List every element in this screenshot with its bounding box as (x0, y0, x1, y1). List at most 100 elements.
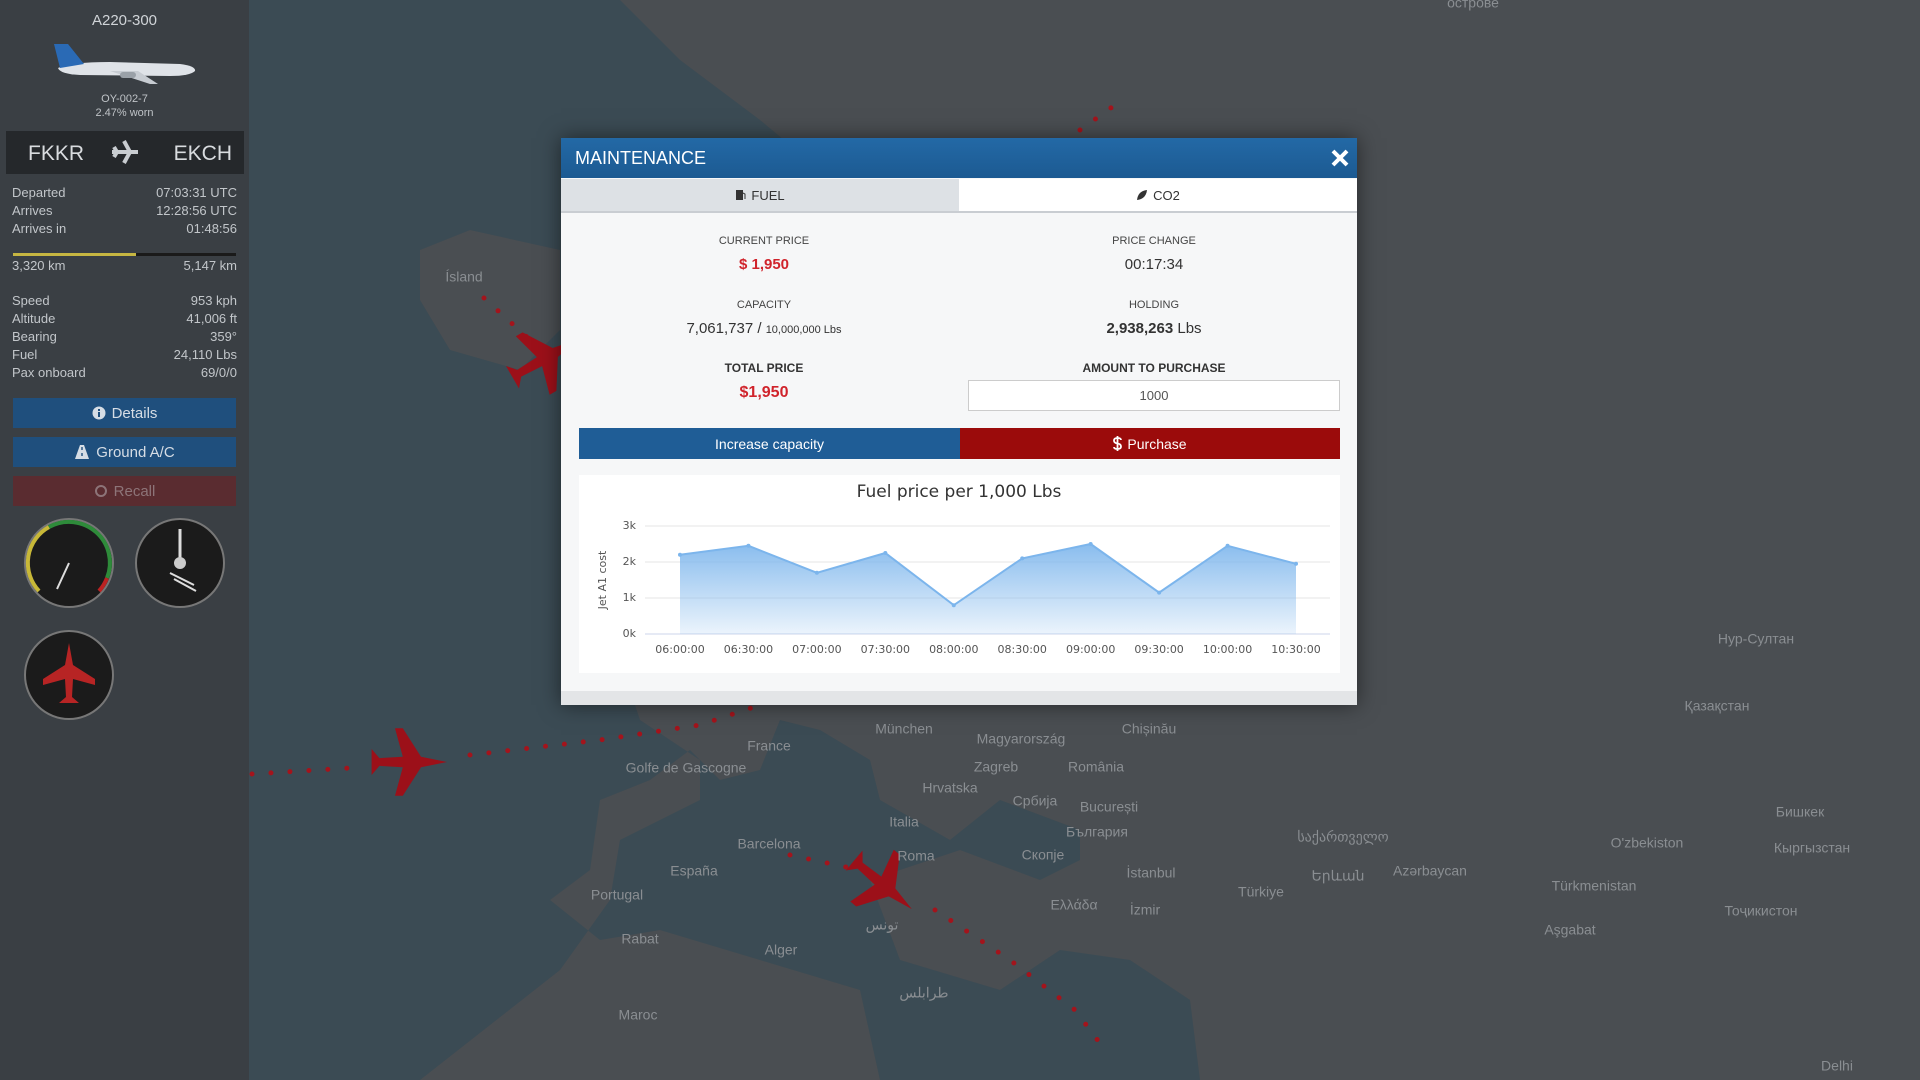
instrument-gauges (24, 518, 225, 720)
map-label: România (1068, 759, 1124, 775)
map-label: острове (1447, 0, 1499, 11)
co2-tab[interactable]: CO2 (959, 179, 1357, 211)
point (746, 543, 751, 548)
label: Details (111, 404, 158, 422)
aircraft-model: A220-300 (91, 12, 158, 29)
row-value: 953 kph (190, 293, 237, 308)
row-label: Departed (12, 185, 66, 200)
map-label: Ísland (445, 269, 482, 285)
modal-title: MAINTENANCE (575, 148, 707, 168)
fuel-icon (736, 190, 746, 200)
map-label: Երևան (1312, 868, 1365, 884)
distance-flown: 3,320 km (12, 258, 66, 273)
amount-label: AMOUNT TO PURCHASE (1082, 361, 1226, 375)
maintenance-modal: MAINTENANCE FUEL CO2 CURRENT PRICE $ 1,9… (561, 138, 1357, 705)
point (1088, 542, 1093, 546)
map-label: Кыргызстан (1774, 840, 1850, 856)
map-label: България (1066, 824, 1128, 840)
map-label: Rabat (621, 931, 658, 947)
plane-icon (112, 140, 138, 164)
holding: 2,938,263 Lbs (1004, 320, 1304, 337)
distance-total: 5,147 km (183, 258, 237, 273)
progress-fill (13, 253, 136, 256)
capacity: 7,061,737 / 10,000,000 Lbs (614, 320, 914, 337)
row-label: Arrives in (12, 221, 67, 236)
current-price-label: CURRENT PRICE (718, 235, 810, 247)
y-tick-label: 1k (623, 591, 637, 604)
row-value: 24,110 Lbs (173, 347, 237, 362)
wear: 2.47% worn (95, 107, 154, 119)
map-label: Magyarország (977, 731, 1066, 747)
aircraft-image (54, 44, 196, 84)
fuel-tab[interactable]: FUEL (561, 179, 959, 211)
map-label: تونس (866, 917, 899, 934)
map-label: München (875, 721, 933, 737)
aircraft (505, 332, 578, 395)
point (1020, 556, 1025, 561)
map-label: Barcelona (737, 836, 800, 852)
refresh-icon (94, 485, 107, 497)
capacity-max: 10,000,000 Lbs (765, 324, 842, 336)
total-price-label: TOTAL PRICE (724, 361, 804, 375)
row-value: 07:03:31 UTC (156, 185, 237, 200)
point (951, 603, 956, 608)
current-price: $ 1,950 (738, 256, 790, 273)
map-label: Golfe de Gascogne (626, 760, 747, 776)
row-label: Bearing (12, 329, 57, 344)
point (883, 551, 888, 555)
increase-capacity-button[interactable]: Increase capacity (579, 428, 960, 459)
aircraft (845, 849, 912, 910)
x-tick-label: 07:30:00 (861, 643, 910, 656)
map-labels: острове Ísland France München Magyarország Za… (445, 0, 1853, 1074)
ground-button[interactable]: Ground A/C (13, 437, 236, 467)
map-label: Delhi (1821, 1058, 1853, 1074)
fuel-price-chart: Fuel price per 1,000 Lbs Jet A1 cost 0k 1… (579, 475, 1340, 673)
details-button[interactable]: Details (13, 398, 236, 428)
amount-input[interactable]: 1000 (968, 380, 1340, 411)
point (1294, 561, 1298, 566)
recall-button[interactable]: Recall (13, 476, 236, 506)
price-change: 00:17:34 (1124, 256, 1184, 273)
info-icon (92, 406, 106, 420)
x-tick-label: 09:30:00 (1134, 643, 1183, 656)
holding-unit: Lbs (1177, 320, 1202, 337)
x-tick-label: 10:00:00 (1203, 643, 1252, 656)
holding-value: 2,938,263 (1106, 320, 1174, 337)
road-icon (75, 445, 90, 459)
info-row: Departed 07:03:31 UTC (12, 185, 237, 202)
map-label: Србија (1013, 793, 1058, 809)
purchase-button[interactable]: Purchase (960, 428, 1340, 459)
area-line (679, 542, 1297, 607)
close-button[interactable] (1331, 149, 1349, 167)
label: FUEL (751, 187, 785, 203)
y-axis-title: Jet A1 cost (596, 550, 609, 610)
map-label: Скопје (1022, 847, 1065, 863)
modal-header: MAINTENANCE (561, 138, 1357, 178)
map-label: Azərbaycan (1393, 863, 1467, 879)
info-row: Arrives 12:28:56 UTC (12, 203, 237, 220)
map-label: İstanbul (1126, 864, 1175, 881)
leaf-icon (1137, 190, 1148, 200)
x-tick-label: 09:00:00 (1066, 643, 1115, 656)
price-change-label: PRICE CHANGE (1112, 235, 1196, 247)
info-row: Fuel 24,110 Lbs (12, 347, 237, 364)
map-label: საქართველო (1297, 829, 1388, 846)
tab-divider (561, 211, 1357, 213)
map-label: O'zbekiston (1611, 835, 1684, 851)
map-label: France (747, 738, 791, 754)
row-label: Fuel (12, 347, 38, 362)
x-tick-label: 08:00:00 (929, 643, 978, 656)
x-tick-label: 06:00:00 (655, 643, 704, 656)
total-price: $1,950 (739, 384, 789, 401)
distance-row: 3,320 km 5,147 km (12, 258, 237, 275)
row-label: Arrives (12, 203, 53, 218)
route-box: FKKR EKCH (6, 131, 244, 174)
label: CO2 (1153, 187, 1180, 203)
map-label: İzmir (1130, 901, 1161, 918)
capacity-used: 7,061,737 / (686, 320, 762, 337)
y-tick-label: 0k (623, 627, 637, 640)
row-value: 12:28:56 UTC (156, 203, 237, 218)
map-label: Türkmenistan (1552, 878, 1637, 894)
map-label: Roma (897, 848, 935, 864)
